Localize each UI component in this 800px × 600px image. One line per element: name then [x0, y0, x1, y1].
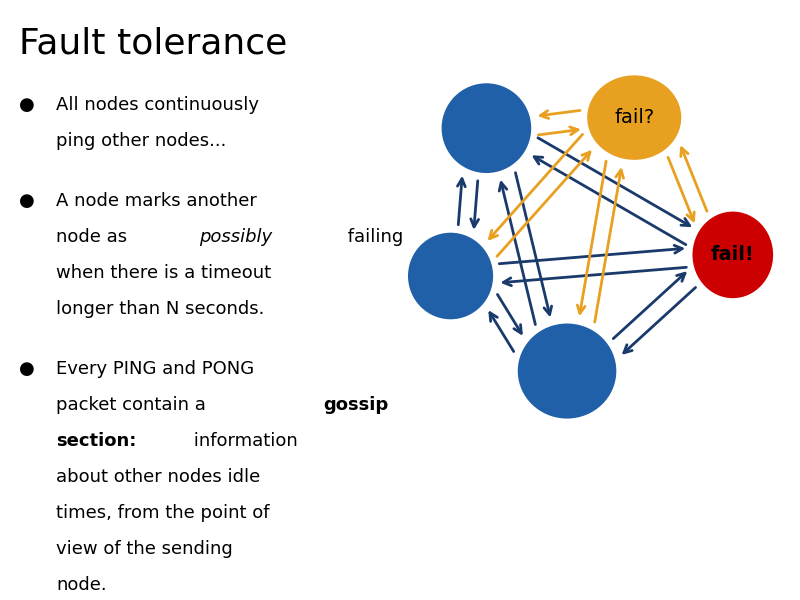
Ellipse shape	[693, 212, 773, 298]
Text: All nodes continuously: All nodes continuously	[56, 96, 259, 114]
Text: times, from the point of: times, from the point of	[56, 504, 270, 522]
Ellipse shape	[442, 83, 531, 173]
Text: packet contain a: packet contain a	[56, 396, 212, 414]
Ellipse shape	[518, 323, 616, 419]
Text: Fault tolerance: Fault tolerance	[19, 27, 287, 61]
Text: node.: node.	[56, 576, 107, 594]
Text: when there is a timeout: when there is a timeout	[56, 264, 271, 282]
Text: failing: failing	[342, 228, 403, 246]
Text: view of the sending: view of the sending	[56, 540, 233, 558]
Text: ●: ●	[19, 96, 34, 114]
Text: gossip: gossip	[323, 396, 389, 414]
Text: node as: node as	[56, 228, 134, 246]
Text: information: information	[188, 432, 298, 450]
Text: fail?: fail?	[614, 108, 654, 127]
Text: Every PING and PONG: Every PING and PONG	[56, 360, 254, 378]
Text: fail!: fail!	[711, 245, 754, 265]
Text: section:: section:	[56, 432, 137, 450]
Text: possibly: possibly	[199, 228, 273, 246]
Text: about other nodes idle: about other nodes idle	[56, 468, 261, 486]
Text: ●: ●	[19, 360, 34, 378]
Text: A node marks another: A node marks another	[56, 192, 258, 210]
Ellipse shape	[408, 233, 493, 319]
Text: ●: ●	[19, 192, 34, 210]
Text: ping other nodes...: ping other nodes...	[56, 132, 226, 150]
Text: longer than N seconds.: longer than N seconds.	[56, 300, 265, 318]
Ellipse shape	[587, 76, 682, 160]
